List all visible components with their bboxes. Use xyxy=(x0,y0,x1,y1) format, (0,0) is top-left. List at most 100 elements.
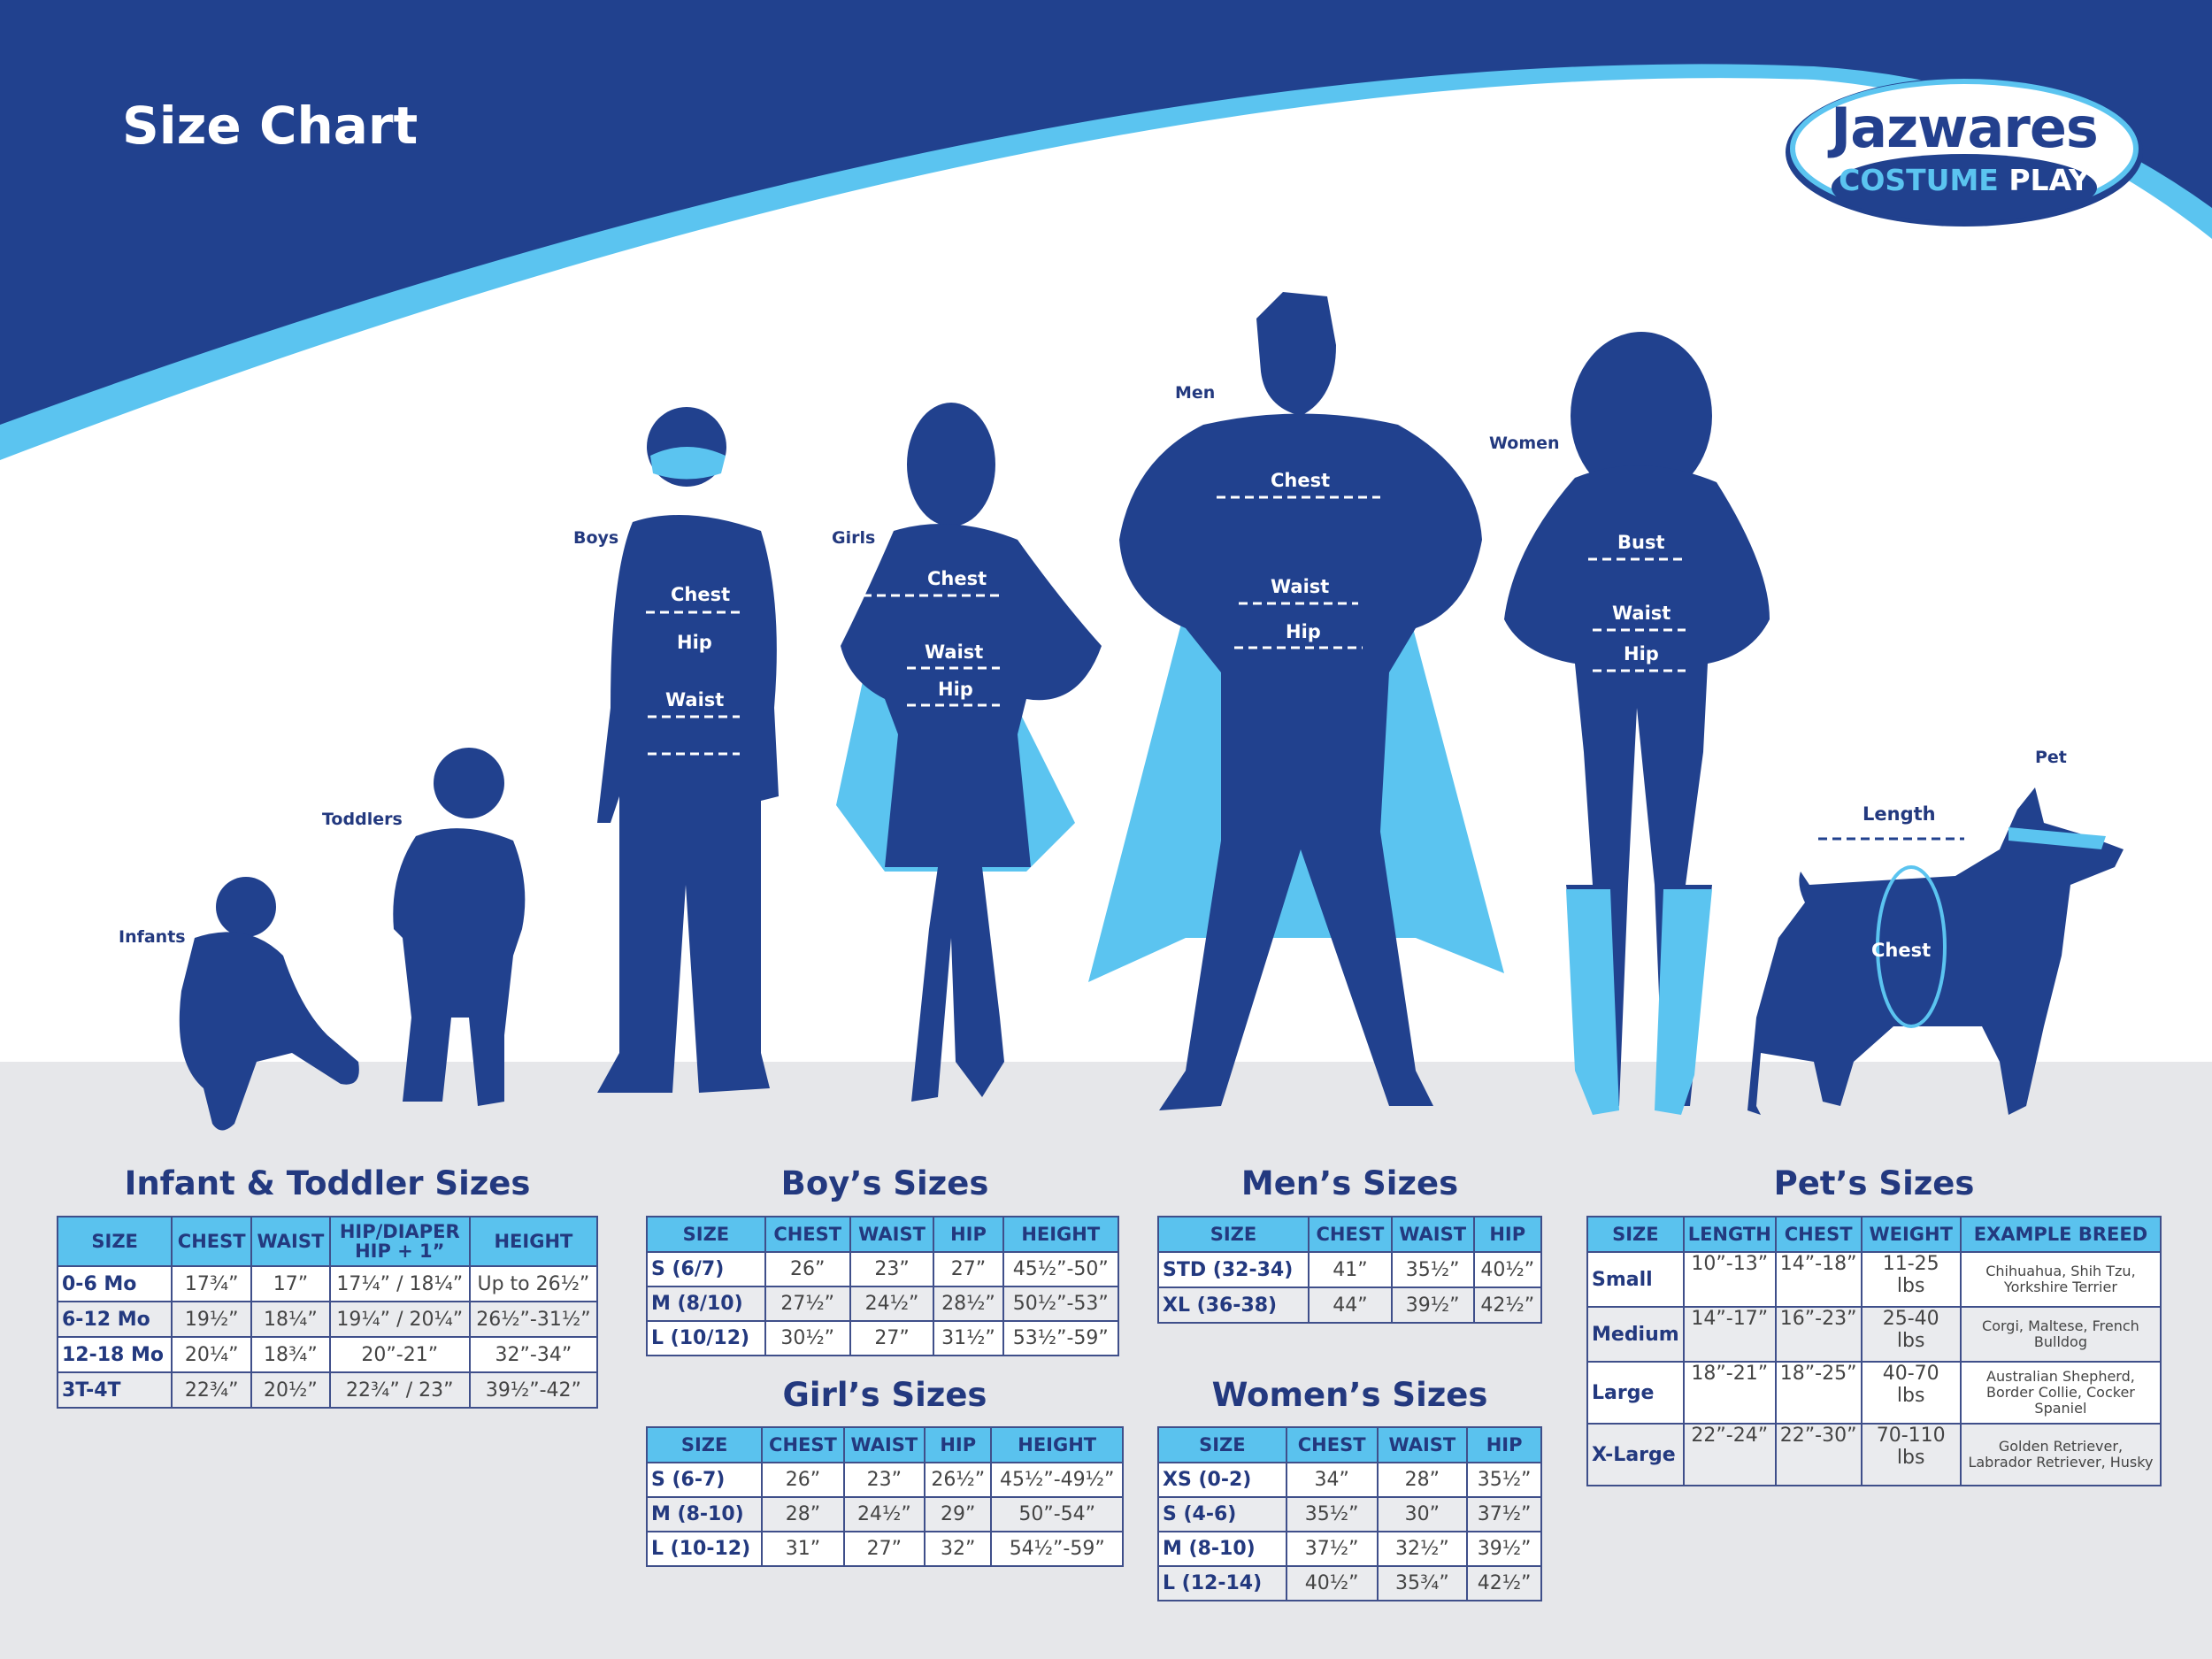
size-cell: M (8/10) xyxy=(646,1286,766,1322)
column-header: SIZE xyxy=(645,1426,764,1463)
value-cell: 29” xyxy=(924,1496,993,1532)
value-cell: 50½”-53” xyxy=(1002,1286,1120,1322)
table-row: X-Large 22”-24” 22”-30” 70-110 lbs Golden Re… xyxy=(1586,1423,2162,1486)
table-row: Medium 14”-17” 16”-23” 25-40 lbs Corgi, Malt… xyxy=(1586,1306,2162,1363)
size-cell: Small xyxy=(1586,1251,1685,1308)
value-cell: 27” xyxy=(842,1531,926,1567)
value-cell: 27½” xyxy=(764,1286,851,1322)
value-cell: 26” xyxy=(761,1462,845,1498)
man-silhouette xyxy=(1088,292,1504,1110)
value-cell: 22¾” xyxy=(171,1371,253,1409)
size-cell: M (8-10) xyxy=(1157,1531,1287,1567)
column-header: WAIST xyxy=(1376,1426,1469,1463)
table-row: S (4-6) 35½” 30” 37½” xyxy=(1157,1496,1542,1532)
value-cell: 31” xyxy=(761,1531,845,1567)
table-row: Small 10”-13” 14”-18” 11-25 lbs Chihuahua, S… xyxy=(1586,1251,2162,1308)
column-header: CHEST xyxy=(761,1426,845,1463)
label-pet-length: Length xyxy=(1863,803,1936,825)
girls-table-title: Girl’s Sizes xyxy=(782,1376,987,1414)
logo-sub: COSTUME PLAY xyxy=(1787,163,2141,197)
column-header: WEIGHT xyxy=(1860,1216,1962,1253)
boy-chest: Chest xyxy=(671,584,731,605)
label-toddlers: Toddlers xyxy=(322,810,403,829)
size-cell: XL (36-38) xyxy=(1157,1286,1310,1324)
label-women: Women xyxy=(1489,434,1560,453)
value-cell: 17¼” / 18¼” xyxy=(328,1265,471,1302)
men-table-title: Men’s Sizes xyxy=(1240,1164,1459,1202)
breed-text: Australian Shepherd, Border Collie, Cock… xyxy=(1985,1368,2135,1417)
table-row: XS (0-2) 34” 28” 35½” xyxy=(1157,1462,1542,1498)
women-size-table: SIZE CHEST WAIST HIP XS (0-2) 34” 28” 35½” S (4-… xyxy=(1157,1426,1542,1601)
table-row: L (10-12) 31” 27” 32” 54½”-59” xyxy=(645,1531,1124,1567)
column-header: HIP xyxy=(924,1426,993,1463)
value-cell: 19½” xyxy=(171,1301,253,1338)
women-table-title: Women’s Sizes xyxy=(1211,1376,1488,1414)
value-cell: Chihuahua, Shih Tzu, Yorkshire Terrier xyxy=(1959,1251,2162,1308)
value-cell: 16”-23” xyxy=(1774,1306,1863,1363)
value-cell: 18¾” xyxy=(250,1336,331,1373)
infant-silhouette xyxy=(179,877,359,1131)
man-hip: Hip xyxy=(1286,621,1321,642)
column-header: CHEST xyxy=(764,1216,851,1253)
value-cell: 35¾” xyxy=(1376,1565,1469,1601)
table-header-row: SIZE CHEST WAIST HIP xyxy=(1157,1426,1542,1463)
value-cell: Up to 26½” xyxy=(468,1265,599,1302)
girl-hip: Hip xyxy=(938,679,973,700)
size-cell: L (12-14) xyxy=(1157,1565,1287,1601)
value-cell: 32” xyxy=(924,1531,993,1567)
man-chest: Chest xyxy=(1271,470,1331,491)
logo-sub-1: COSTUME xyxy=(1839,163,1999,197)
value-cell: 23” xyxy=(842,1462,926,1498)
value-cell: 53½”-59” xyxy=(1002,1320,1120,1356)
value-cell: 30” xyxy=(1376,1496,1469,1532)
value-cell: 44” xyxy=(1308,1286,1393,1324)
value-cell: 18¼” xyxy=(250,1301,331,1338)
value-cell: Corgi, Maltese, French Bulldog xyxy=(1959,1306,2162,1363)
value-cell: 45½”-49½” xyxy=(990,1462,1124,1498)
size-cell: 3T-4T xyxy=(56,1371,173,1409)
column-header: WAIST xyxy=(849,1216,935,1253)
girl-silhouette xyxy=(836,403,1102,1102)
girl-waist: Waist xyxy=(925,641,984,663)
value-cell: 28” xyxy=(761,1496,845,1532)
size-cell: X-Large xyxy=(1586,1423,1685,1486)
pets-table-title: Pet’s Sizes xyxy=(1773,1164,1975,1202)
value-cell: 14”-18” xyxy=(1774,1251,1863,1308)
value-cell: Golden Retriever, Labrador Retriever, Hu… xyxy=(1959,1423,2162,1486)
size-cell: 12-18 Mo xyxy=(56,1336,173,1373)
table-header-row: SIZE CHEST WAIST HIP HEIGHT xyxy=(645,1426,1124,1463)
column-header: HIP xyxy=(1472,1216,1543,1253)
value-cell: 22”-30” xyxy=(1774,1423,1863,1486)
table-row: Large 18”-21” 18”-25” 40-70 lbs Australian S… xyxy=(1586,1361,2162,1425)
value-cell: 27” xyxy=(933,1251,1004,1287)
page-title: Size Chart xyxy=(122,96,419,156)
column-header: HEIGHT xyxy=(1002,1216,1120,1253)
table-row: 6-12 Mo 19½” 18¼” 19¼” / 20¼” 26½”-31½” xyxy=(56,1301,599,1338)
column-header: CHEST xyxy=(1285,1426,1379,1463)
value-cell: 40½” xyxy=(1285,1565,1379,1601)
breed-text: Golden Retriever, Labrador Retriever, Hu… xyxy=(1968,1438,2154,1471)
column-header: WAIST xyxy=(250,1216,331,1267)
value-cell: 32”-34” xyxy=(468,1336,599,1373)
size-cell: Large xyxy=(1586,1361,1685,1425)
table-row: 3T-4T 22¾” 20½” 22¾” / 23” 39½”-42” xyxy=(56,1371,599,1409)
value-cell: 35½” xyxy=(1390,1251,1475,1288)
value-cell: 24½” xyxy=(849,1286,935,1322)
boots xyxy=(1566,889,1712,1115)
column-header: SIZE xyxy=(1586,1216,1685,1253)
size-cell: Medium xyxy=(1586,1306,1685,1363)
table-row: L (10/12) 30½” 27” 31½” 53½”-59” xyxy=(646,1320,1120,1356)
value-cell: 42½” xyxy=(1466,1565,1542,1601)
size-cell: L (10/12) xyxy=(646,1320,766,1356)
brand-logo: Jazwares COSTUME PLAY xyxy=(1787,81,2141,223)
woman-waist: Waist xyxy=(1612,603,1671,624)
value-cell: 70-110 lbs xyxy=(1860,1423,1962,1486)
value-cell: 26½” xyxy=(924,1462,993,1498)
column-header: WAIST xyxy=(842,1426,926,1463)
value-cell: Australian Shepherd, Border Collie, Cock… xyxy=(1959,1361,2162,1425)
column-header: CHEST xyxy=(1308,1216,1393,1253)
value-cell: 10”-13” xyxy=(1682,1251,1777,1308)
column-header: SIZE xyxy=(646,1216,766,1253)
value-cell: 18”-21” xyxy=(1682,1361,1777,1425)
value-cell: 40-70 lbs xyxy=(1860,1361,1962,1425)
